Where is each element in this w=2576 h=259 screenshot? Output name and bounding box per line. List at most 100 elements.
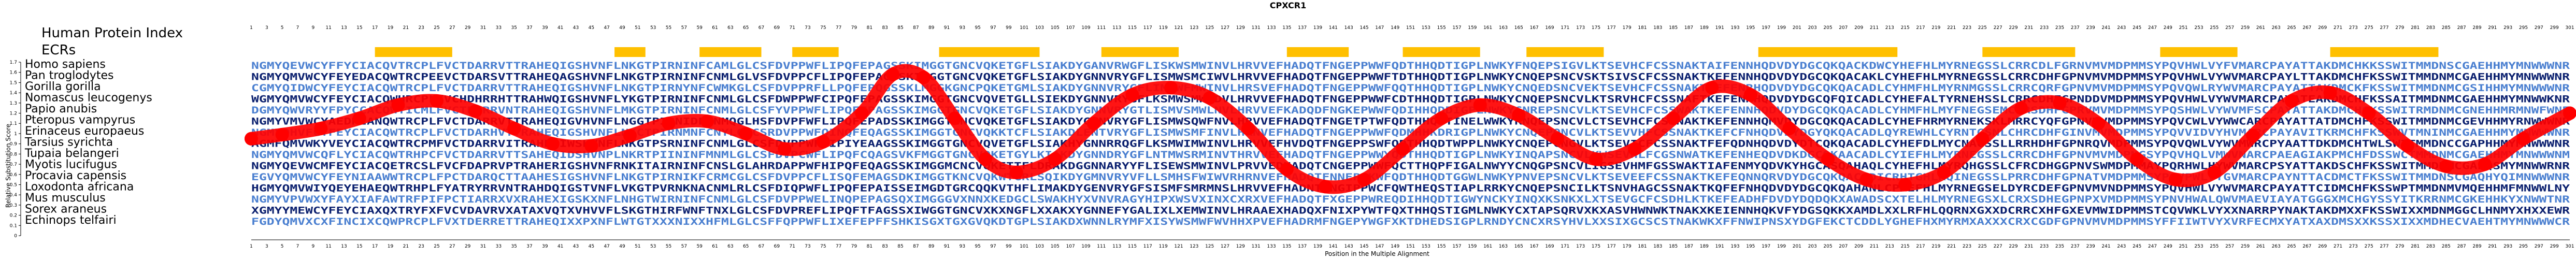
x-tick-label: 263 [2272,244,2281,249]
index-tick-label: 171 [1561,25,1569,31]
x-tick-label: 117 [1143,244,1152,249]
x-tick-label: 225 [1978,244,1987,249]
index-tick-label: 287 [2457,25,2466,31]
index-tick-label: 133 [1267,25,1276,31]
index-tick-label: 261 [2256,25,2265,31]
x-tick-label: 47 [604,244,609,249]
x-tick-label: 13 [341,244,347,249]
x-tick-label: 39 [542,244,548,249]
index-tick-label: 5 [281,25,284,31]
x-tick-label: 43 [573,244,579,249]
index-tick-label: 283 [2426,25,2435,31]
x-tick-label: 237 [2071,244,2080,249]
x-tick-label: 173 [1576,244,1585,249]
index-tick-label: 295 [2519,25,2528,31]
index-tick-label: 9 [311,25,314,31]
sequence-row: FGDYQMVXCXFINCIXCQWPRCPLFVXTDERRETTRAHEQ… [251,216,2570,227]
index-tick-label: 177 [1607,25,1616,31]
index-tick-label: 175 [1592,25,1600,31]
index-tick-label: 29 [465,25,471,31]
index-tick-label: 253 [2194,25,2203,31]
index-tick-label: 107 [1066,25,1075,31]
index-tick-label: 299 [2550,25,2559,31]
x-tick-label: 221 [1947,244,1956,249]
x-tick-label: 215 [1901,244,1910,249]
ecr-boxes [375,47,2439,57]
x-tick-label: 291 [2488,244,2497,249]
index-tick-label: 59 [696,25,703,31]
substitution-score-point [1705,81,1719,95]
species-label: Pteropus vampyrus [25,114,135,127]
x-tick-label: 239 [2086,244,2095,249]
index-tick-label: 93 [960,25,965,31]
substitution-score-point [1473,98,1487,112]
index-tick-label: 293 [2503,25,2512,31]
index-tick-label: 165 [1514,25,1523,31]
x-tick-label: 281 [2411,244,2420,249]
substitution-line [245,64,2576,194]
index-tick-label: 11 [325,25,331,31]
index-tick-label: 297 [2535,25,2543,31]
x-tick-label: 125 [1205,244,1214,249]
index-tick-label: 173 [1576,25,1585,31]
index-tick-label: 243 [2117,25,2126,31]
index-tick-label: 221 [1947,25,1956,31]
x-tick-label: 25 [434,244,439,249]
index-tick-label: 43 [573,25,579,31]
index-tick-label: 267 [2302,25,2311,31]
x-tick-label: 211 [1870,244,1879,249]
index-tick-label: 83 [882,25,888,31]
index-tick-label: 273 [2349,25,2358,31]
index-tick-label: 249 [2164,25,2172,31]
index-tick-label: 55 [666,25,671,31]
x-tick-label: 131 [1252,244,1261,249]
index-tick-label: 113 [1112,25,1121,31]
x-tick-label: 277 [2380,244,2388,249]
x-tick-label: 267 [2302,244,2311,249]
x-tick-label: 99 [1006,244,1012,249]
substitution-score-point [1589,152,1603,166]
y-tick-label: 0 [14,234,17,239]
index-tick-label: 185 [1669,25,1678,31]
y-tick-label: 1 [14,132,17,137]
substitution-score-point [546,137,560,151]
x-tick-label: 301 [2565,244,2574,249]
substitution-score-point [1859,172,1873,186]
x-tick-label: 181 [1638,244,1647,249]
index-tick-label: 63 [727,25,733,31]
x-tick-label: 49 [619,244,625,249]
x-tick-label: 91 [944,244,950,249]
ecr-box [939,47,1040,57]
index-tick-label: 289 [2472,25,2481,31]
index-tick-label: 37 [526,25,532,31]
x-tick-label: 89 [928,244,935,249]
y-tick-label: 1.2 [10,111,17,117]
index-tick-label: 1 [250,25,253,31]
x-tick-label: 253 [2194,244,2203,249]
index-tick-label: 207 [1839,25,1848,31]
x-tick-label: 285 [2442,244,2451,249]
index-tick-label: 17 [372,25,378,31]
index-tick-label: 229 [2009,25,2017,31]
sequence-row: HGMYQMVWIYQEYEHAEQWTRHPLFYATRYRRVNTRAHDQ… [251,183,2570,194]
x-tick-label: 69 [774,244,780,249]
index-tick-label: 259 [2241,25,2250,31]
index-tick-label: 135 [1282,25,1291,31]
x-tick-label: 233 [2040,244,2049,249]
index-tick-label: 203 [1808,25,1817,31]
x-tick-label: 177 [1607,244,1616,249]
sequence-row: NGMYQMVWCYFEYEDACQWTRCPEEVCTDARSVTTRAHEQ… [251,71,2570,83]
index-tick-label: 13 [341,25,347,31]
substitution-score-point [1937,165,1951,179]
index-tick-label: 179 [1623,25,1632,31]
x-tick-label: 113 [1112,244,1121,249]
y-tick-label: 0.8 [10,152,18,157]
index-tick-label: 85 [897,25,903,31]
index-tick-label: 121 [1174,25,1183,31]
sequence-row: NGMYVPVWXYFAYXIAFAWTRFPIFPCTIARRXVXRAHEX… [251,194,2570,205]
index-tick-label: 73 [805,25,810,31]
index-tick-label: 139 [1313,25,1322,31]
index-tick-label: 35 [511,25,517,31]
index-tick-label: 79 [851,25,857,31]
human-protein-index-ticks: 1 3 5 7 9 11 13 15 17 19 21 23 25 27 29 31 33 35 37 39 41 43 4… [250,25,2574,31]
